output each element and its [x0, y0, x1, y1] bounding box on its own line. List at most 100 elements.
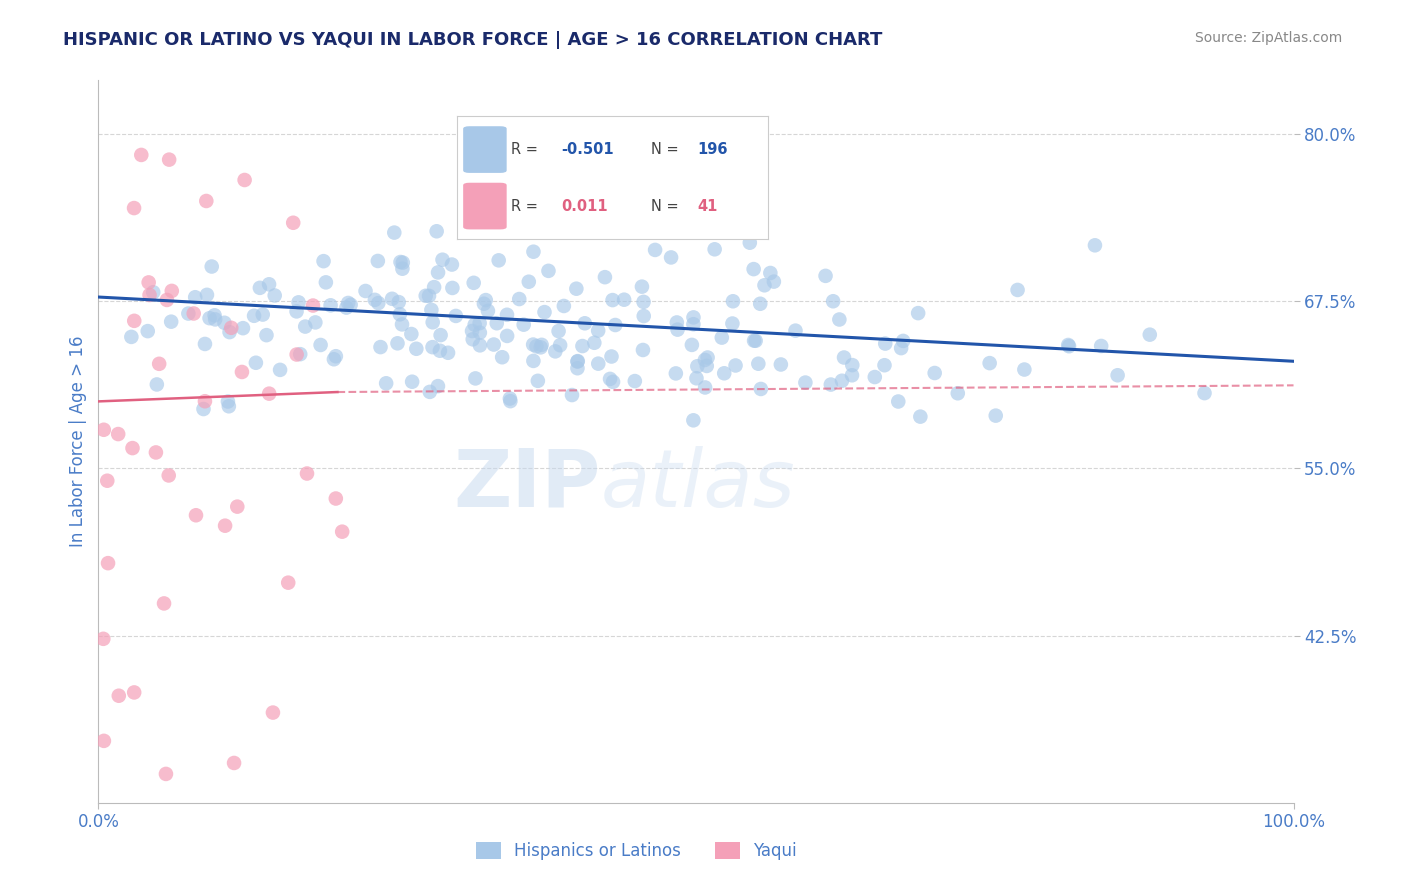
- Point: [1090, 339, 1112, 353]
- Point: [491, 350, 513, 364]
- Point: [145, 445, 167, 459]
- Point: [548, 338, 571, 352]
- Point: [464, 318, 486, 332]
- Point: [214, 316, 236, 330]
- Y-axis label: In Labor Force | Age > 16: In Labor Force | Age > 16: [69, 335, 87, 548]
- Point: [330, 524, 353, 539]
- Point: [156, 293, 179, 307]
- Point: [823, 294, 845, 309]
- Point: [1057, 339, 1080, 353]
- Point: [122, 314, 145, 328]
- Point: [405, 342, 427, 356]
- Point: [243, 309, 266, 323]
- Point: [367, 254, 389, 268]
- Point: [979, 356, 1001, 370]
- Point: [890, 341, 912, 355]
- Point: [195, 288, 218, 302]
- Point: [183, 306, 205, 320]
- Point: [294, 319, 316, 334]
- Point: [122, 201, 145, 215]
- Point: [93, 734, 115, 748]
- Point: [426, 379, 449, 393]
- Point: [583, 335, 606, 350]
- Point: [194, 394, 217, 409]
- Point: [1194, 386, 1216, 401]
- Point: [401, 375, 423, 389]
- Point: [696, 359, 718, 373]
- Point: [354, 284, 377, 298]
- Point: [841, 368, 863, 383]
- Point: [367, 296, 389, 310]
- Point: [485, 316, 508, 330]
- Point: [754, 278, 776, 293]
- Point: [633, 294, 655, 309]
- Legend: Hispanics or Latinos, Yaqui: Hispanics or Latinos, Yaqui: [470, 835, 803, 867]
- Point: [432, 252, 454, 267]
- Point: [586, 324, 609, 338]
- Point: [468, 316, 491, 330]
- Point: [1139, 327, 1161, 342]
- Point: [419, 384, 441, 399]
- Point: [387, 336, 409, 351]
- Point: [287, 295, 309, 310]
- Point: [461, 324, 484, 338]
- Point: [217, 394, 239, 409]
- Point: [873, 358, 896, 372]
- Point: [644, 243, 666, 257]
- Point: [335, 301, 357, 315]
- Point: [1057, 338, 1080, 352]
- Point: [96, 474, 118, 488]
- Point: [613, 293, 636, 307]
- Point: [593, 270, 616, 285]
- Point: [721, 317, 744, 331]
- Point: [1007, 283, 1029, 297]
- Point: [769, 358, 792, 372]
- Point: [512, 318, 534, 332]
- Point: [441, 281, 464, 295]
- Point: [482, 337, 505, 351]
- Point: [794, 376, 817, 390]
- Point: [567, 361, 589, 376]
- Point: [285, 347, 308, 361]
- Point: [713, 366, 735, 380]
- Point: [245, 356, 267, 370]
- Point: [252, 308, 274, 322]
- Point: [567, 354, 589, 368]
- Point: [537, 264, 560, 278]
- Text: atlas: atlas: [600, 446, 796, 524]
- Point: [533, 305, 555, 319]
- Point: [742, 262, 765, 277]
- Point: [184, 290, 207, 304]
- Point: [710, 330, 733, 344]
- Point: [97, 556, 120, 570]
- Point: [693, 353, 716, 368]
- Point: [759, 266, 782, 280]
- Point: [263, 288, 285, 302]
- Point: [463, 276, 485, 290]
- Point: [526, 339, 548, 353]
- Point: [828, 312, 851, 326]
- Point: [391, 318, 413, 332]
- Point: [157, 468, 180, 483]
- Point: [107, 689, 129, 703]
- Point: [257, 386, 280, 401]
- Point: [588, 357, 610, 371]
- Point: [277, 575, 299, 590]
- Point: [686, 359, 709, 374]
- Point: [841, 358, 863, 372]
- Point: [429, 343, 451, 358]
- Point: [477, 304, 499, 318]
- Point: [302, 299, 325, 313]
- Point: [146, 377, 169, 392]
- Point: [891, 334, 914, 348]
- Point: [875, 336, 897, 351]
- Point: [488, 253, 510, 268]
- Point: [984, 409, 1007, 423]
- Point: [567, 354, 589, 368]
- Point: [429, 328, 451, 343]
- Point: [423, 280, 446, 294]
- Point: [522, 244, 544, 259]
- Point: [91, 632, 114, 646]
- Point: [924, 366, 946, 380]
- Point: [121, 441, 143, 455]
